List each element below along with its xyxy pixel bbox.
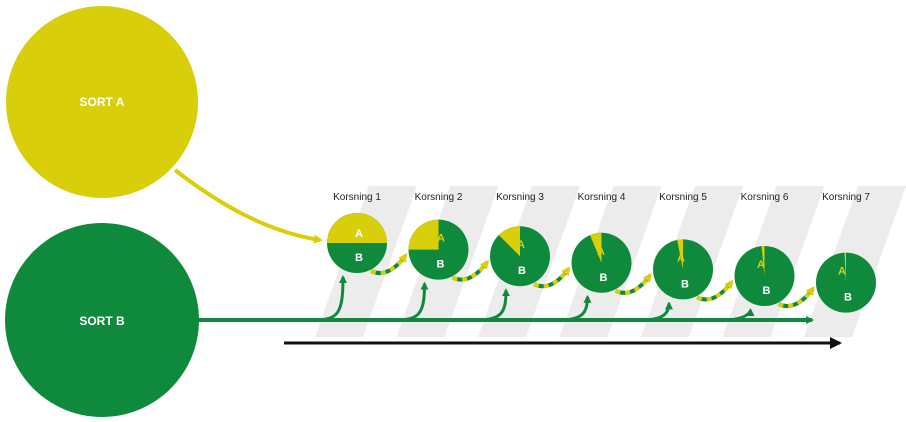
crossing-title: Korsning 1	[333, 192, 381, 203]
crossing-share-a-wedge	[677, 239, 683, 270]
crossing-share-a-wedge	[408, 219, 439, 250]
crossing-6: A B Korsning 6	[734, 192, 795, 306]
sort-b-branch-arrow	[559, 294, 592, 322]
crossing-link-arrow	[533, 266, 571, 289]
sort-b-branch-arrow	[396, 281, 429, 322]
crossing-label-a: A	[437, 233, 445, 245]
crossing-7: A B Korsning 7	[816, 192, 876, 313]
sort-b-branch-arrow	[477, 288, 510, 322]
crossing-title: Korsning 3	[496, 192, 544, 203]
crossing-title: Korsning 2	[415, 192, 463, 203]
crossing-links	[370, 253, 815, 309]
crossing-label-b: B	[518, 265, 526, 277]
crossing-label-a: A	[757, 259, 765, 271]
crossing-label-a: A	[597, 246, 605, 258]
crossing-share-a-wedge	[590, 232, 602, 263]
crossing-link-arrow	[614, 272, 652, 295]
sort-b-branch-arrow	[314, 275, 347, 322]
crossing-1: AB Korsning 1	[327, 192, 387, 273]
crossing-label-a: A	[838, 266, 846, 278]
crossing-label-b: B	[355, 252, 363, 264]
crossing-title: Korsning 6	[741, 192, 789, 203]
sort-a-flow-arrow	[173, 168, 323, 244]
crossing-title: Korsning 4	[578, 192, 626, 203]
crossing-label-b: B	[844, 292, 852, 304]
crossing-share-a-wedge	[844, 252, 846, 283]
crossing-label-a: A	[355, 228, 363, 240]
sort-a-circle	[6, 6, 198, 198]
crossing-3: A B Korsning 3	[490, 192, 550, 287]
sort-b-branches	[314, 275, 755, 322]
crossing-link-arrow	[777, 286, 815, 309]
crossing-share-a-wedge	[498, 226, 520, 257]
crossing-2: A B Korsning 2	[408, 192, 469, 280]
crossing-label-b: B	[600, 272, 608, 284]
crossing-label-b: B	[763, 285, 771, 297]
crossing-title: Korsning 7	[822, 192, 870, 203]
crossing-label-b: B	[437, 259, 445, 271]
crossing-link-arrow	[370, 253, 408, 276]
sort-a-label: SORT A	[80, 95, 125, 109]
sort-b-branch-arrow	[640, 301, 673, 322]
crossing-label-a: A	[517, 239, 525, 251]
crossing-4: A B Korsning 4	[571, 192, 632, 293]
sort-b-label: SORT B	[79, 314, 125, 328]
crossing-link-arrow	[451, 259, 489, 282]
crossing-label-b: B	[681, 278, 689, 290]
crossing-title: Korsning 5	[659, 192, 707, 203]
crossing-5: A B Korsning 5	[653, 192, 713, 300]
crossing-label-a: A	[677, 252, 685, 264]
crossing-link-arrow	[696, 279, 734, 302]
crossing-share-a-wedge	[761, 246, 765, 276]
crossing-share-a-wedge	[327, 213, 387, 243]
sort-b-branch-arrow	[722, 308, 755, 322]
sort-b-circle	[5, 223, 199, 417]
